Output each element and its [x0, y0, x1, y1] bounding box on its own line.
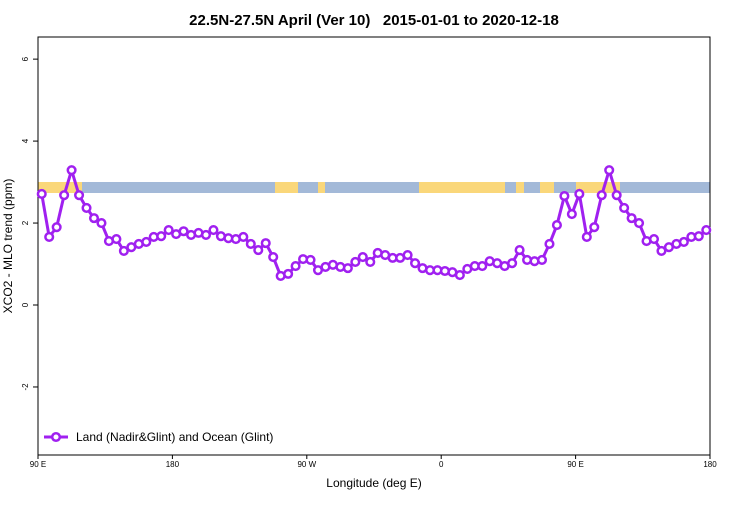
land-band: [540, 182, 554, 193]
data-point: [454, 270, 465, 281]
y-tick-label: 0: [21, 302, 30, 307]
data-point: [283, 268, 294, 279]
data-point: [544, 238, 555, 250]
data-point: [163, 224, 174, 236]
data-point: [290, 261, 301, 272]
data-point: [693, 231, 704, 242]
data-point: [477, 261, 488, 272]
x-tick-label: 180: [166, 460, 180, 469]
data-point: [596, 190, 607, 201]
chart-title: 22.5N-27.5N April (Ver 10) 2015-01-01 to…: [189, 12, 559, 29]
data-point: [66, 165, 77, 176]
plot-frame: [37, 36, 711, 456]
data-point: [200, 229, 212, 240]
data-point: [51, 222, 62, 233]
y-tick-label: 4: [21, 138, 30, 143]
data-point: [566, 208, 577, 220]
data-point: [357, 252, 368, 263]
y-tick-label: 2: [21, 220, 30, 225]
data-point: [350, 256, 361, 268]
y-axis-label: XCO2 - MLO trend (ppm): [1, 179, 15, 314]
data-point: [111, 233, 122, 245]
data-point: [589, 222, 600, 233]
land-band: [38, 182, 82, 193]
data-point: [238, 231, 249, 243]
data-point: [634, 218, 645, 229]
data-point: [36, 188, 47, 200]
data-point: [81, 202, 92, 213]
data-point: [701, 224, 712, 236]
data-point: [253, 245, 264, 256]
data-point: [118, 245, 129, 256]
ocean-band: [38, 182, 710, 193]
data-point: [268, 252, 279, 263]
data-point: [305, 254, 316, 265]
data-point: [402, 249, 413, 261]
land-band: [516, 182, 524, 193]
data-point: [514, 245, 525, 256]
data-point: [581, 231, 592, 243]
data-point: [96, 218, 107, 229]
legend: Land (Nadir&Glint) and Ocean (Glint): [44, 430, 273, 444]
y-tick-label: 6: [21, 56, 30, 61]
data-point: [59, 190, 70, 201]
data-point: [611, 190, 622, 201]
data-point: [410, 258, 421, 269]
data-point: [626, 213, 637, 224]
x-tick-label: 180: [703, 460, 717, 469]
data-point: [178, 226, 189, 237]
data-point: [536, 254, 548, 265]
legend-label: Land (Nadir&Glint) and Ocean (Glint): [76, 430, 273, 444]
data-point: [245, 238, 256, 250]
land-band: [275, 182, 298, 193]
data-point: [156, 231, 167, 242]
x-tick-label: 90 W: [297, 460, 316, 469]
data-point: [365, 256, 376, 268]
data-point: [74, 190, 85, 201]
data-point: [619, 202, 630, 213]
data-point: [604, 165, 615, 176]
x-tick-label: 90 E: [30, 460, 46, 469]
data-point: [141, 236, 152, 247]
data-point: [656, 245, 667, 256]
surface-strip: [38, 182, 710, 193]
data-point: [551, 220, 562, 231]
land-band: [318, 182, 325, 193]
land-band: [576, 182, 620, 193]
y-tick-label: -2: [21, 383, 30, 391]
land-band: [419, 182, 505, 193]
data-point: [559, 190, 570, 202]
x-tick-label: 0: [439, 460, 444, 469]
data-point: [342, 263, 353, 274]
data-point: [678, 236, 689, 247]
data-point: [507, 258, 518, 269]
x-axis-label: Longitude (deg E): [326, 476, 421, 490]
data-point: [648, 233, 660, 245]
x-tick-label: 90 E: [567, 460, 583, 469]
legend-marker: [50, 431, 62, 443]
data-point: [88, 213, 100, 224]
data-point: [208, 224, 219, 236]
data-point: [44, 231, 55, 243]
data-point: [260, 238, 271, 249]
data-point: [574, 188, 585, 200]
